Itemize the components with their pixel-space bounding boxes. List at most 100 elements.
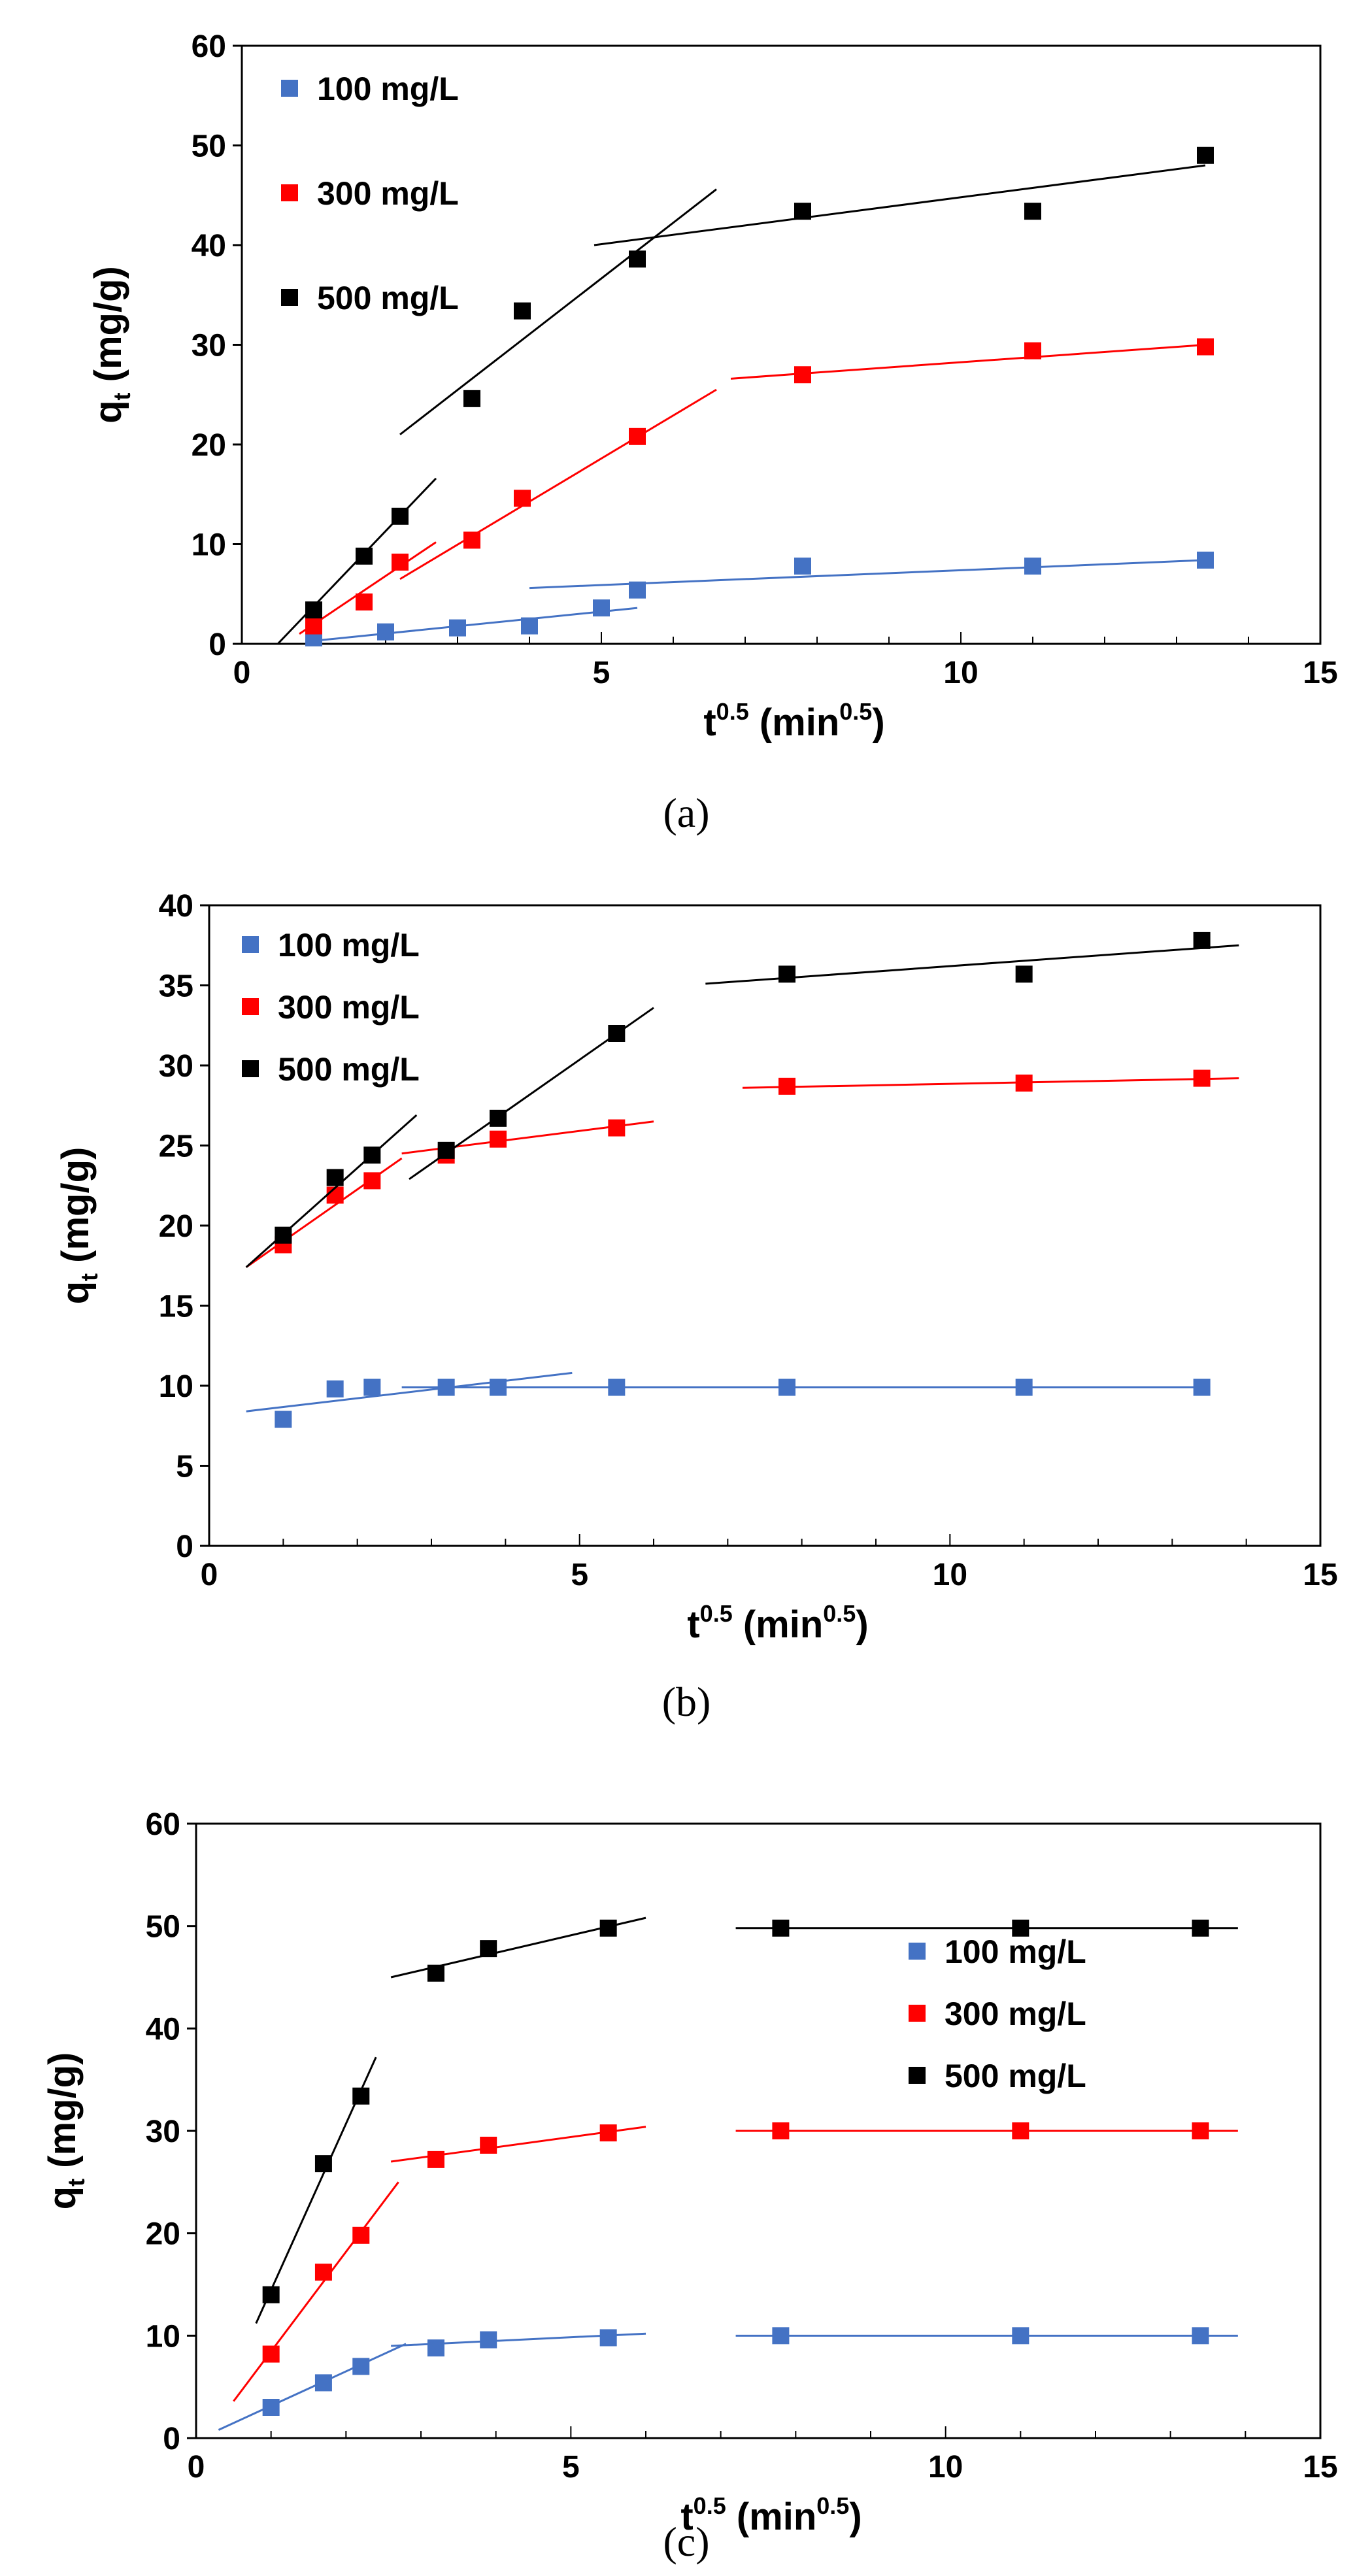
- data-point: [599, 2124, 617, 2142]
- data-point: [1192, 2122, 1209, 2139]
- series-500-mg-l: [245, 931, 1239, 1268]
- series-100-mg-l: [246, 1371, 1211, 1428]
- data-point: [480, 2136, 497, 2154]
- series-300-mg-l: [245, 1069, 1239, 1268]
- data-point: [1193, 1069, 1211, 1087]
- data-point: [480, 1940, 497, 1958]
- series-500-mg-l: [255, 1916, 1238, 2324]
- fit-line: [399, 188, 717, 435]
- data-point: [314, 2155, 332, 2173]
- data-point: [480, 2331, 497, 2349]
- legend-marker: [242, 936, 259, 953]
- fit-line: [218, 2343, 407, 2431]
- data-point: [326, 1380, 344, 1397]
- y-tick-label: 35: [159, 969, 193, 1004]
- panel-caption: (a): [663, 790, 709, 836]
- data-point: [463, 390, 480, 407]
- y-tick-label: 30: [192, 329, 226, 363]
- data-point: [1012, 2327, 1029, 2345]
- fit-line: [233, 2181, 399, 2402]
- data-point: [275, 1411, 292, 1428]
- data-point: [514, 490, 531, 507]
- chart-panel-c: 0 10 20 30 40 50 60 0 5 10 15 qt (mg/g) t0.5 (min0.5…: [41, 1807, 1338, 2538]
- data-point: [772, 2122, 790, 2139]
- chart-panel-b: 0 5 10 15 20 25 30 35 40 0 5 10 15 qt (mg/g) t0.5 (min…: [54, 889, 1338, 1646]
- x-tick-label: 5: [593, 656, 611, 690]
- y-tick-label: 50: [192, 129, 226, 164]
- data-point: [1024, 558, 1041, 575]
- data-point: [427, 1964, 444, 1982]
- data-point: [1193, 931, 1211, 949]
- x-tick-label: 15: [1303, 1558, 1337, 1592]
- y-tick-label: 15: [159, 1290, 193, 1324]
- data-point: [262, 2286, 280, 2303]
- data-point: [262, 2345, 280, 2363]
- data-point: [608, 1379, 626, 1396]
- series-100-mg-l: [305, 551, 1214, 646]
- y-tick-label: 50: [146, 1910, 180, 1945]
- fit-line: [313, 607, 638, 642]
- data-point: [629, 427, 646, 445]
- fit-line: [246, 1371, 573, 1413]
- legend-marker: [909, 2067, 926, 2084]
- series-300-mg-l: [233, 2122, 1238, 2402]
- data-point: [514, 302, 531, 320]
- y-tick-label: 0: [209, 627, 226, 662]
- data-point: [772, 2327, 790, 2345]
- data-point: [778, 1379, 795, 1396]
- data-point: [1015, 1379, 1033, 1396]
- data-point: [1015, 965, 1033, 983]
- x-tick-label: 15: [1303, 656, 1337, 690]
- y-tick-label: 0: [163, 2422, 180, 2456]
- legend-label: 500 mg/L: [945, 2058, 1086, 2094]
- data-point: [356, 593, 373, 611]
- data-point: [1024, 203, 1041, 220]
- data-point: [1015, 1074, 1033, 1092]
- data-point: [1197, 338, 1214, 356]
- data-point: [314, 2264, 332, 2281]
- legend-label: 100 mg/L: [278, 927, 420, 963]
- legend-marker: [909, 2005, 926, 2022]
- data-point: [490, 1379, 507, 1396]
- chart-panel-a: 0 10 20 30 40 50 60 0 5 10 15 qt (mg/g) t0.5 (min0.5…: [87, 29, 1338, 744]
- fit-line: [594, 164, 1206, 246]
- y-tick-label: 60: [146, 1807, 180, 1842]
- x-axis-label: t0.5 (min0.5): [687, 1600, 868, 1646]
- data-point: [314, 2374, 332, 2392]
- data-point: [1192, 2327, 1209, 2345]
- legend-marker: [281, 80, 298, 97]
- data-point: [599, 2329, 617, 2347]
- legend-marker: [909, 1943, 926, 1960]
- data-point: [1193, 1379, 1211, 1396]
- panel-caption: (b): [662, 1679, 711, 1725]
- y-tick-label: 10: [192, 528, 226, 563]
- legend-label: 100 mg/L: [317, 71, 459, 107]
- data-point: [305, 617, 322, 635]
- y-tick-label: 25: [159, 1129, 193, 1164]
- legend-label: 500 mg/L: [317, 280, 459, 316]
- data-point: [352, 2087, 370, 2105]
- x-tick-label: 5: [562, 2450, 580, 2484]
- y-tick-label: 20: [146, 2217, 180, 2252]
- data-point: [427, 2339, 444, 2357]
- y-tick-label: 60: [192, 29, 226, 64]
- data-point: [363, 1379, 381, 1396]
- data-point: [392, 507, 409, 525]
- y-tick-label: 10: [146, 2319, 180, 2354]
- data-point: [262, 2399, 280, 2416]
- x-tick-label: 10: [928, 2450, 963, 2484]
- data-point: [377, 623, 394, 641]
- x-tick-label: 0: [201, 1558, 218, 1592]
- data-point: [392, 553, 409, 571]
- data-point: [1012, 1919, 1029, 1937]
- fit-line: [245, 1114, 418, 1268]
- data-point: [363, 1172, 381, 1190]
- data-point: [305, 601, 322, 619]
- x-tick-label: 10: [943, 656, 978, 690]
- data-point: [427, 2150, 444, 2168]
- data-point: [1197, 146, 1214, 164]
- data-point: [794, 203, 811, 220]
- data-point: [437, 1141, 455, 1159]
- data-point: [356, 547, 373, 565]
